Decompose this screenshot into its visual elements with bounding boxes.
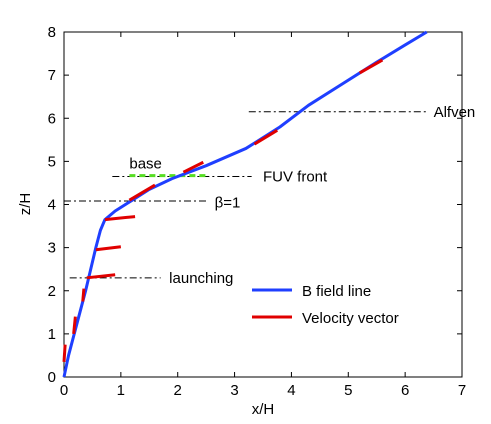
x-tick-label-7: 7 — [458, 382, 466, 399]
y-tick-label-0: 0 — [48, 369, 56, 386]
y-tick-label-1: 1 — [48, 326, 56, 343]
velocity-vector-8 — [253, 129, 278, 146]
velocity-vector-5 — [104, 215, 136, 222]
x-tick-label-6: 6 — [401, 382, 409, 399]
y-tick-label-8: 8 — [48, 24, 56, 41]
velocity-vectors — [62, 58, 384, 363]
velocity-vector-9 — [358, 58, 384, 75]
velocity-vector-2 — [81, 288, 86, 302]
x-tick-label-3: 3 — [230, 382, 238, 399]
y-tick-label-4: 4 — [48, 197, 56, 214]
x-tick-label-0: 0 — [60, 382, 68, 399]
velocity-vector-6 — [128, 183, 156, 202]
annotation-1: β=1 — [215, 194, 241, 211]
annotation-launching: launching — [169, 270, 233, 287]
legend-label-b-field-line: B field line — [302, 283, 371, 300]
y-tick-label-2: 2 — [48, 283, 56, 300]
velocity-vector-1 — [72, 316, 77, 335]
x-axis-label: x/H — [252, 401, 275, 418]
y-tick-label-7: 7 — [48, 67, 56, 84]
x-tick-label-5: 5 — [344, 382, 352, 399]
legend: B field line Velocity vector — [252, 283, 399, 327]
annotation-base: base — [129, 156, 162, 173]
x-tick-label-1: 1 — [117, 382, 125, 399]
annotation-fuv-front: FUV front — [263, 168, 328, 185]
velocity-vector-7 — [182, 160, 204, 174]
y-tick-label-6: 6 — [48, 110, 56, 127]
tick-group: 0 1 2 3 4 5 6 7 0 1 2 3 4 5 6 7 8 — [48, 24, 467, 399]
y-tick-label-5: 5 — [48, 153, 56, 170]
velocity-vector-4 — [95, 245, 122, 252]
y-axis-label: z/H — [17, 193, 34, 216]
y-tick-label-3: 3 — [48, 240, 56, 257]
x-tick-label-4: 4 — [287, 382, 295, 399]
legend-label-velocity-vector: Velocity vector — [302, 310, 399, 327]
velocity-vector-3 — [86, 273, 116, 280]
x-tick-label-2: 2 — [174, 382, 182, 399]
velocity-vector-0 — [62, 344, 67, 363]
annotation-group: base FUV front β=1 launching Alfven — [64, 104, 475, 287]
annotation-alfven: Alfven — [434, 104, 476, 121]
